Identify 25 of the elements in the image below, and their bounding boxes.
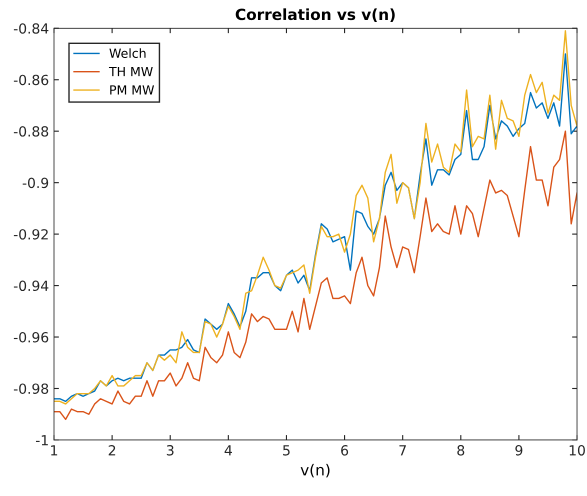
y-tick-label: -0.96 <box>14 332 48 343</box>
y-tick-label: -1 <box>36 435 48 446</box>
x-tick-label: 10 <box>570 445 585 456</box>
chart-title: Correlation vs v(n) <box>236 8 395 22</box>
legend-label: Welch <box>109 48 146 58</box>
x-tick-label: 8 <box>457 445 464 456</box>
legend-label: TH MW <box>108 67 153 76</box>
y-tick-label: -0.98 <box>14 383 48 394</box>
x-tick-label: 5 <box>283 445 290 456</box>
x-tick-label: 2 <box>108 445 116 456</box>
x-tick-label: 3 <box>166 445 174 456</box>
line-series <box>54 130 578 420</box>
y-tick-label: -0.86 <box>14 74 48 86</box>
y-tick-label: -0.88 <box>14 126 48 137</box>
x-tick-label: 7 <box>399 445 406 456</box>
x-axis-title: v(n) <box>300 464 330 478</box>
y-tick-label: -0.92 <box>14 229 48 240</box>
x-tick-label: 1 <box>51 445 58 456</box>
y-tick-label: -0.94 <box>14 280 48 292</box>
legend-label: PM MW <box>110 85 154 94</box>
x-tick-label: 4 <box>224 445 232 456</box>
x-tick-label: 9 <box>515 445 522 456</box>
y-tick-label: -0.9 <box>22 178 48 188</box>
x-tick-label: 6 <box>341 445 348 456</box>
y-tick-label: -0.84 <box>14 23 48 34</box>
